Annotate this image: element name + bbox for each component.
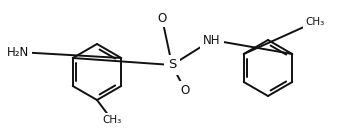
Text: H₂N: H₂N: [7, 45, 29, 58]
Text: CH₃: CH₃: [102, 115, 122, 125]
Text: O: O: [158, 12, 167, 24]
Text: CH₃: CH₃: [305, 17, 324, 27]
Text: O: O: [180, 83, 190, 97]
Text: S: S: [168, 58, 176, 72]
Text: NH: NH: [203, 34, 221, 46]
